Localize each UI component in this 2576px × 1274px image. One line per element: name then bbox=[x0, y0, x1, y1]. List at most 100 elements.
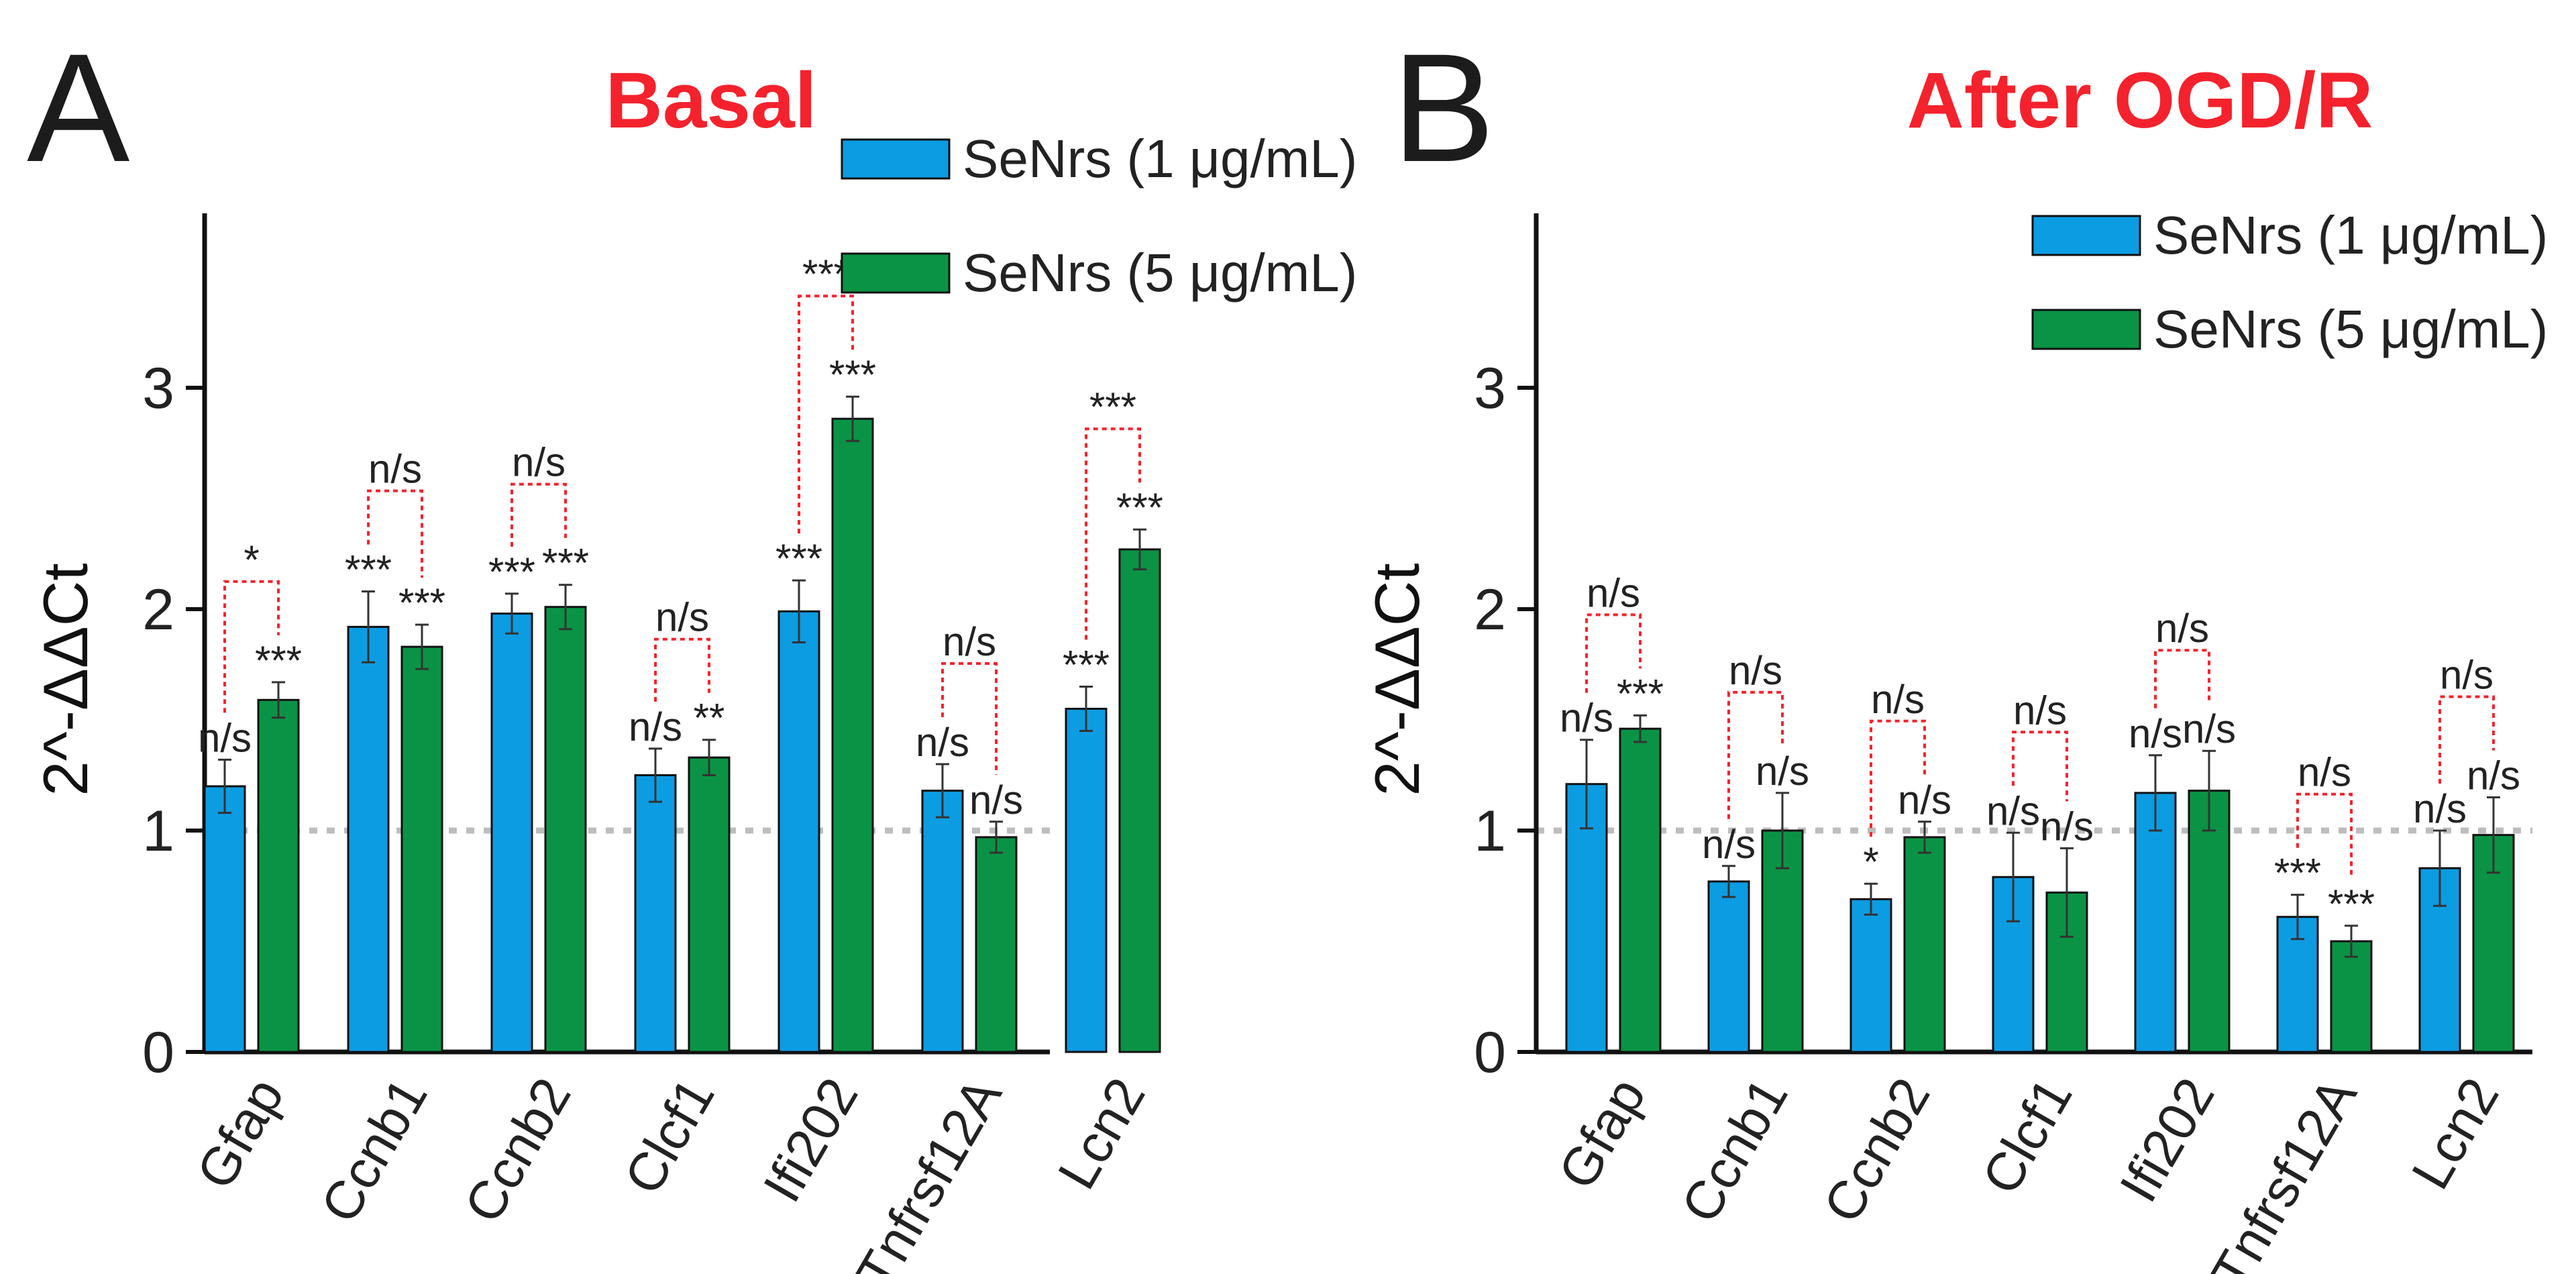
legend-label: SeNrs (5 μg/mL) bbox=[2153, 299, 2548, 359]
comparison-bracket bbox=[798, 295, 854, 534]
significance-label: n/s bbox=[2413, 786, 2467, 831]
comparison-label: * bbox=[244, 537, 259, 582]
bar-series1 bbox=[777, 610, 820, 1053]
comparison-bracket bbox=[2296, 792, 2353, 879]
panel-letter: A bbox=[27, 21, 129, 194]
y-tick-label: 1 bbox=[1474, 799, 1506, 863]
legend: SeNrs (1 μg/mL) SeNrs (5 μg/mL) bbox=[841, 129, 1357, 303]
comparison-bracket bbox=[2154, 649, 2210, 708]
significance-label: * bbox=[1863, 839, 1878, 884]
comparison-bracket bbox=[223, 580, 280, 713]
significance-label: n/s bbox=[2182, 706, 2236, 751]
y-tick-label: 0 bbox=[142, 1020, 174, 1085]
bar-series2 bbox=[2330, 940, 2373, 1053]
significance-label: ** bbox=[694, 696, 725, 741]
significance-label: *** bbox=[1617, 671, 1664, 716]
significance-label: n/s bbox=[198, 715, 252, 760]
y-tick-label: 2 bbox=[1474, 578, 1506, 642]
legend-swatch-series2 bbox=[2031, 309, 2141, 350]
comparison-label: n/s bbox=[1587, 570, 1640, 615]
legend-label: SeNrs (1 μg/mL) bbox=[2153, 205, 2548, 265]
bar-series1 bbox=[634, 774, 677, 1053]
comparison-bracket bbox=[2438, 695, 2495, 784]
bar-series2 bbox=[1619, 727, 1662, 1053]
bar-series1 bbox=[1849, 898, 1892, 1053]
significance-label: n/s bbox=[1702, 822, 1756, 867]
comparison-bracket bbox=[367, 489, 423, 578]
significance-label: *** bbox=[829, 352, 876, 397]
comparison-label: n/s bbox=[368, 447, 422, 492]
comparison-bracket bbox=[2012, 731, 2068, 802]
bar-series1 bbox=[2134, 792, 2177, 1053]
comparison-bracket bbox=[1870, 719, 1926, 837]
comparison-label: n/s bbox=[2155, 606, 2209, 651]
significance-label: n/s bbox=[1756, 749, 1809, 794]
significance-label: *** bbox=[488, 549, 535, 594]
significance-label: n/s bbox=[2040, 804, 2094, 849]
comparison-label: *** bbox=[1089, 384, 1136, 429]
y-tick-label: 2 bbox=[142, 578, 174, 642]
significance-label: *** bbox=[2328, 882, 2375, 926]
bar-series1 bbox=[921, 790, 964, 1053]
significance-label: *** bbox=[255, 638, 302, 683]
significance-label: n/s bbox=[1898, 778, 1951, 822]
comparison-bracket bbox=[511, 482, 567, 547]
comparison-label: n/s bbox=[512, 440, 566, 485]
significance-label: *** bbox=[2274, 851, 2321, 896]
bar-series1 bbox=[1707, 880, 1750, 1053]
significance-label: n/s bbox=[1986, 788, 2040, 833]
comparison-bracket bbox=[941, 662, 998, 775]
bar-series1 bbox=[1065, 708, 1108, 1053]
comparison-label: n/s bbox=[2013, 688, 2067, 733]
bar-series1 bbox=[347, 625, 390, 1053]
comparison-label: n/s bbox=[2440, 653, 2493, 698]
y-tick-label: 3 bbox=[142, 356, 174, 421]
comparison-label: n/s bbox=[943, 619, 996, 664]
bar-series1 bbox=[203, 785, 246, 1053]
bar-series2 bbox=[1118, 548, 1161, 1053]
bar-series1 bbox=[490, 613, 533, 1053]
significance-label: *** bbox=[345, 547, 392, 592]
panel-title: After OGD/R bbox=[1907, 56, 2373, 145]
significance-label: n/s bbox=[2129, 711, 2182, 756]
significance-label: *** bbox=[398, 580, 445, 625]
significance-label: n/s bbox=[2467, 753, 2520, 798]
bar-series2 bbox=[1903, 836, 1946, 1053]
comparison-bracket bbox=[654, 637, 710, 702]
comparison-label: n/s bbox=[2298, 750, 2351, 795]
bar-series2 bbox=[257, 698, 300, 1053]
y-axis-label: 2^-ΔΔCt bbox=[1362, 563, 1432, 796]
comparison-label: n/s bbox=[1729, 648, 1782, 693]
bar-series2 bbox=[2188, 790, 2231, 1053]
comparison-label: n/s bbox=[655, 595, 709, 640]
legend-label: SeNrs (1 μg/mL) bbox=[963, 129, 1357, 189]
comparison-label: n/s bbox=[1871, 677, 1925, 722]
comparison-bracket bbox=[1085, 427, 1141, 640]
bar-series2 bbox=[400, 645, 443, 1053]
significance-label: *** bbox=[1063, 643, 1110, 688]
panel-title: Basal bbox=[606, 56, 817, 145]
bar-series2 bbox=[688, 756, 731, 1053]
comparison-bracket bbox=[1585, 613, 1642, 693]
comparison-bracket bbox=[1727, 690, 1784, 819]
bar-series2 bbox=[975, 836, 1018, 1053]
significance-label: n/s bbox=[629, 704, 682, 749]
significance-label: n/s bbox=[969, 778, 1023, 822]
y-tick-label: 3 bbox=[1474, 356, 1506, 421]
legend-swatch-series1 bbox=[841, 138, 951, 180]
significance-label: n/s bbox=[1560, 696, 1613, 741]
legend-label: SeNrs (5 μg/mL) bbox=[963, 243, 1357, 303]
y-axis-label: 2^-ΔΔCt bbox=[30, 563, 101, 796]
legend-swatch-series2 bbox=[841, 252, 951, 294]
bar-series2 bbox=[831, 417, 874, 1053]
y-tick-label: 1 bbox=[142, 799, 174, 863]
y-tick-label: 0 bbox=[1474, 1020, 1506, 1085]
significance-label: *** bbox=[775, 536, 822, 581]
significance-label: *** bbox=[542, 541, 589, 586]
legend: SeNrs (1 μg/mL) SeNrs (5 μg/mL) bbox=[2031, 205, 2548, 359]
legend-swatch-series1 bbox=[2031, 215, 2141, 256]
significance-label: n/s bbox=[916, 720, 969, 765]
bar-series2 bbox=[544, 606, 587, 1053]
